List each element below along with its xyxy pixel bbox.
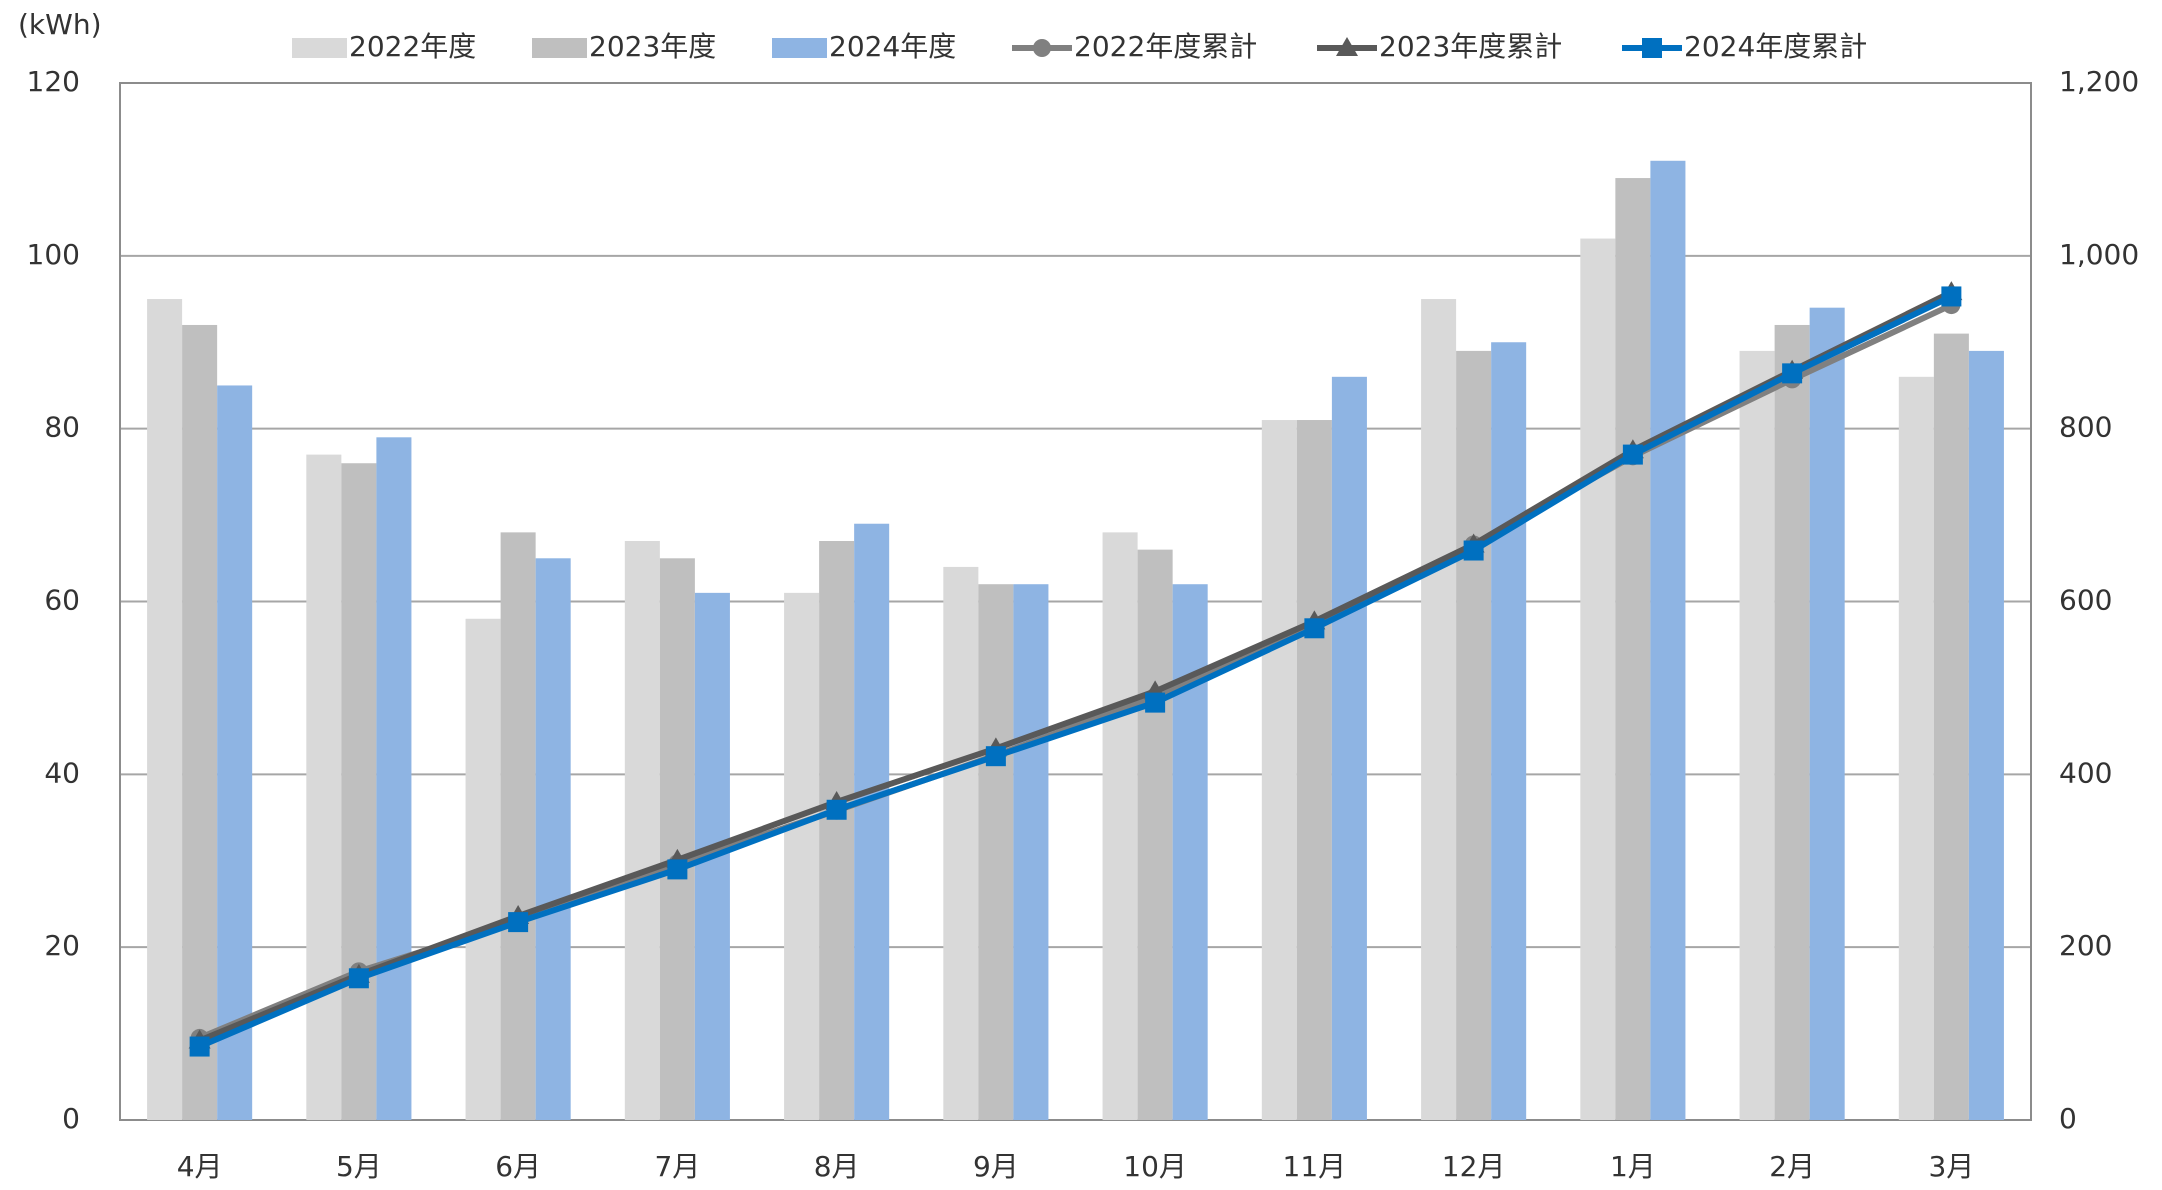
x-tick-label: 7月	[654, 1150, 700, 1183]
bar	[217, 385, 253, 1120]
bar	[1331, 376, 1367, 1121]
marker	[508, 912, 529, 933]
marker	[1941, 286, 1962, 307]
y-unit: (kWh)	[18, 8, 102, 41]
y2-tick-label: 1,000	[2059, 238, 2139, 271]
legend-label: 2022年度累計	[1074, 30, 1257, 63]
x-tick-label: 10月	[1123, 1150, 1187, 1183]
bar	[659, 558, 695, 1120]
bar	[182, 324, 218, 1120]
x-tick-label: 4月	[177, 1150, 223, 1183]
y2-tick-label: 200	[2059, 929, 2112, 962]
x-tick-label: 6月	[495, 1150, 541, 1183]
bar	[1456, 350, 1492, 1120]
bar	[535, 558, 571, 1120]
legend-swatch	[292, 38, 347, 58]
legend-swatch	[532, 38, 587, 58]
bar	[1809, 307, 1845, 1120]
marker	[348, 968, 369, 989]
legend-label: 2022年度	[349, 30, 476, 63]
marker	[667, 859, 688, 880]
bar	[1650, 160, 1686, 1120]
marker	[1463, 540, 1484, 561]
bar	[978, 584, 1014, 1120]
bar	[1933, 333, 1969, 1120]
marker	[1622, 444, 1643, 465]
bar	[1172, 584, 1208, 1120]
bar	[1296, 420, 1332, 1120]
legend-swatch	[772, 38, 827, 58]
x-tick-label: 3月	[1928, 1150, 1974, 1183]
bar	[1774, 324, 1810, 1120]
y-tick-label: 40	[44, 756, 80, 789]
bar	[1261, 420, 1297, 1120]
legend-marker	[1642, 38, 1662, 58]
line	[198, 293, 1953, 1050]
bar	[943, 566, 979, 1120]
y-tick-label: 60	[44, 584, 80, 617]
y-tick-label: 100	[27, 238, 80, 271]
bar	[376, 437, 412, 1120]
bar	[1898, 376, 1934, 1121]
x-tick-label: 12月	[1442, 1150, 1506, 1183]
y-tick-label: 120	[27, 65, 80, 98]
bar	[1968, 350, 2004, 1120]
bar	[819, 541, 855, 1120]
marker	[1782, 363, 1803, 384]
bar	[854, 523, 890, 1120]
bar	[784, 592, 820, 1120]
y2-tick-label: 400	[2059, 756, 2112, 789]
marker	[1304, 618, 1325, 639]
x-tick-label: 2月	[1769, 1150, 1815, 1183]
x-tick-label: 11月	[1283, 1150, 1347, 1183]
bar	[624, 541, 660, 1120]
marker	[189, 1036, 210, 1057]
marker	[826, 799, 847, 820]
marker	[1145, 692, 1166, 713]
bar	[1102, 532, 1138, 1120]
bar	[1491, 342, 1527, 1120]
bar	[1580, 238, 1616, 1121]
line	[198, 302, 1953, 1041]
x-tick-label: 8月	[814, 1150, 860, 1183]
plot-frame	[119, 82, 2032, 1121]
x-tick-label: 9月	[973, 1150, 1019, 1183]
y-tick-label: 0	[62, 1102, 80, 1135]
legend-marker	[1033, 39, 1051, 57]
legend-label: 2023年度	[589, 30, 716, 63]
bar	[1615, 178, 1651, 1120]
bar	[1013, 584, 1049, 1120]
legend-label: 2024年度累計	[1684, 30, 1867, 63]
line	[198, 289, 1953, 1044]
x-tick-label: 5月	[336, 1150, 382, 1183]
bar	[147, 299, 183, 1121]
bar	[1137, 549, 1173, 1120]
y2-tick-label: 1,200	[2059, 65, 2139, 98]
bar	[500, 532, 536, 1120]
y2-tick-label: 800	[2059, 411, 2112, 444]
legend-label: 2023年度累計	[1379, 30, 1562, 63]
bar	[306, 454, 342, 1120]
y-tick-label: 80	[44, 411, 80, 444]
bar	[465, 618, 501, 1120]
legend-marker	[1336, 37, 1358, 56]
y-tick-label: 20	[44, 929, 80, 962]
bar	[1739, 350, 1775, 1120]
x-tick-label: 1月	[1610, 1150, 1656, 1183]
y2-tick-label: 0	[2059, 1102, 2077, 1135]
y2-tick-label: 600	[2059, 584, 2112, 617]
legend-label: 2024年度	[829, 30, 956, 63]
marker	[985, 746, 1006, 767]
bar	[1421, 299, 1457, 1121]
bar	[341, 463, 377, 1120]
